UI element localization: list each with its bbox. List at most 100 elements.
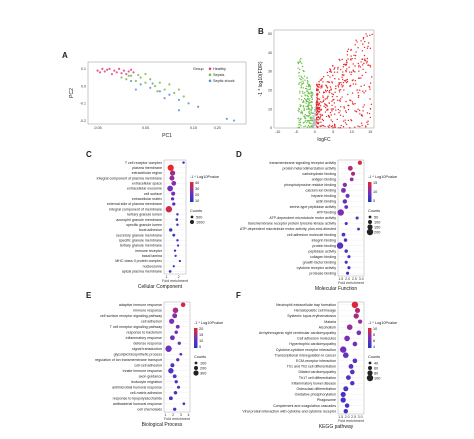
panel-f-color-tick: 8 bbox=[373, 333, 375, 337]
volcano-point-down bbox=[304, 120, 307, 122]
panel-f-dot bbox=[349, 369, 355, 375]
volcano-point-up bbox=[330, 71, 332, 73]
volcano-point-up bbox=[366, 62, 368, 64]
volcano-point-up bbox=[360, 122, 363, 124]
volcano-point-up bbox=[316, 84, 319, 86]
volcano-point-up bbox=[326, 98, 328, 100]
volcano-point-up bbox=[343, 79, 346, 82]
volcano-point-up bbox=[358, 64, 360, 67]
volcano-point-up bbox=[324, 106, 327, 109]
volcano-point-up bbox=[354, 54, 357, 57]
volcano-point-down bbox=[298, 108, 300, 110]
volcano-point-up bbox=[327, 81, 330, 83]
volcano-point-ns bbox=[312, 124, 314, 126]
volcano-point-up bbox=[347, 93, 349, 96]
volcano-point-down bbox=[305, 102, 307, 104]
volcano-point-up bbox=[352, 83, 355, 85]
volcano-point-down bbox=[299, 61, 302, 63]
volcano-point-down bbox=[298, 98, 300, 100]
volcano-point-up bbox=[317, 93, 319, 95]
volcano-point-up bbox=[321, 84, 323, 86]
pca-point-healthy bbox=[98, 71, 102, 74]
volcano-point-up bbox=[366, 112, 369, 114]
volcano-point-up bbox=[346, 50, 349, 53]
panel-b-xtick: 10 bbox=[350, 130, 354, 134]
panel-f-size-swatch bbox=[367, 370, 373, 376]
volcano-point-up bbox=[326, 109, 328, 111]
volcano-point-up bbox=[358, 109, 361, 112]
volcano-point-down bbox=[306, 105, 309, 107]
volcano-point-down bbox=[309, 122, 311, 125]
panel-e-dot bbox=[176, 385, 181, 389]
volcano-point-up bbox=[329, 70, 331, 73]
panel-c-color-tick: 40 bbox=[195, 181, 199, 185]
volcano-point-up bbox=[362, 68, 364, 70]
volcano-point-down bbox=[301, 90, 304, 93]
panel-e-dot bbox=[173, 407, 177, 411]
volcano-point-down bbox=[308, 83, 311, 86]
panel-f-dot bbox=[353, 313, 359, 319]
panel-f-dot bbox=[345, 375, 351, 381]
volcano-point-up bbox=[329, 68, 331, 70]
volcano-point-down bbox=[298, 82, 301, 84]
panel-c-dot bbox=[172, 265, 175, 268]
volcano-point-up bbox=[326, 89, 329, 92]
volcano-point-up bbox=[315, 121, 318, 123]
volcano-point-down bbox=[306, 80, 309, 82]
volcano-point-up bbox=[331, 121, 334, 123]
panel-b-xtick: 5 bbox=[332, 130, 334, 134]
volcano-point-up bbox=[340, 81, 342, 84]
volcano-point-up bbox=[359, 113, 361, 115]
volcano-point-down bbox=[298, 75, 300, 77]
panel-d-term-label: serine-type peptidase activity bbox=[290, 205, 337, 209]
panel-label-c: C bbox=[86, 150, 92, 159]
panel-a-ytick: 0.0 bbox=[81, 84, 86, 88]
volcano-point-down bbox=[300, 84, 302, 86]
volcano-point-ns bbox=[315, 122, 317, 124]
volcano-point-ns bbox=[312, 115, 314, 117]
volcano-point-up bbox=[330, 119, 332, 121]
volcano-point-down bbox=[309, 86, 312, 88]
pca-point-septic-shock bbox=[177, 109, 181, 112]
volcano-point-up bbox=[364, 58, 366, 60]
volcano-point-up bbox=[350, 119, 352, 121]
volcano-point-up bbox=[354, 65, 356, 67]
volcano-point-down bbox=[297, 62, 300, 65]
volcano-point-up bbox=[338, 58, 340, 61]
volcano-point-down bbox=[298, 124, 300, 126]
volcano-point-down bbox=[310, 91, 312, 93]
volcano-point-up bbox=[316, 113, 319, 115]
volcano-point-up bbox=[345, 64, 347, 66]
panel-e-term-label: cell-cell adhesion bbox=[134, 363, 162, 367]
volcano-point-up bbox=[361, 50, 364, 52]
volcano-point-up bbox=[334, 78, 336, 80]
panel-f-dot bbox=[342, 352, 349, 359]
panel-e-term-label: response to lipopolysaccharide bbox=[113, 396, 162, 400]
volcano-point-up bbox=[367, 64, 370, 66]
panel-d-dot bbox=[342, 182, 347, 187]
pca-point-healthy bbox=[127, 70, 130, 73]
pca-point-healthy bbox=[106, 68, 109, 71]
panel-d-dot bbox=[344, 205, 349, 209]
volcano-point-up bbox=[334, 113, 336, 115]
panel-f-dot bbox=[343, 386, 349, 392]
pca-point-septic-shock bbox=[225, 117, 228, 120]
panel-a-xlabel: PC1 bbox=[162, 133, 172, 139]
volcano-point-up bbox=[335, 87, 337, 90]
volcano-point-ns bbox=[313, 119, 316, 121]
volcano-point-down bbox=[300, 79, 302, 81]
volcano-point-up bbox=[335, 109, 337, 111]
volcano-point-up bbox=[329, 76, 331, 78]
volcano-point-up bbox=[365, 33, 367, 35]
volcano-point-down bbox=[309, 126, 311, 129]
volcano-point-up bbox=[369, 34, 371, 37]
volcano-point-up bbox=[341, 78, 344, 81]
volcano-point-up bbox=[338, 99, 341, 101]
volcano-point-up bbox=[343, 106, 345, 108]
volcano-point-down bbox=[304, 91, 306, 94]
volcano-point-up bbox=[321, 124, 323, 127]
panel-e-xlabel: Fold enrichment bbox=[164, 417, 190, 421]
volcano-point-up bbox=[322, 99, 325, 101]
pca-point-sepsis bbox=[182, 95, 185, 98]
volcano-point-up bbox=[347, 119, 350, 122]
